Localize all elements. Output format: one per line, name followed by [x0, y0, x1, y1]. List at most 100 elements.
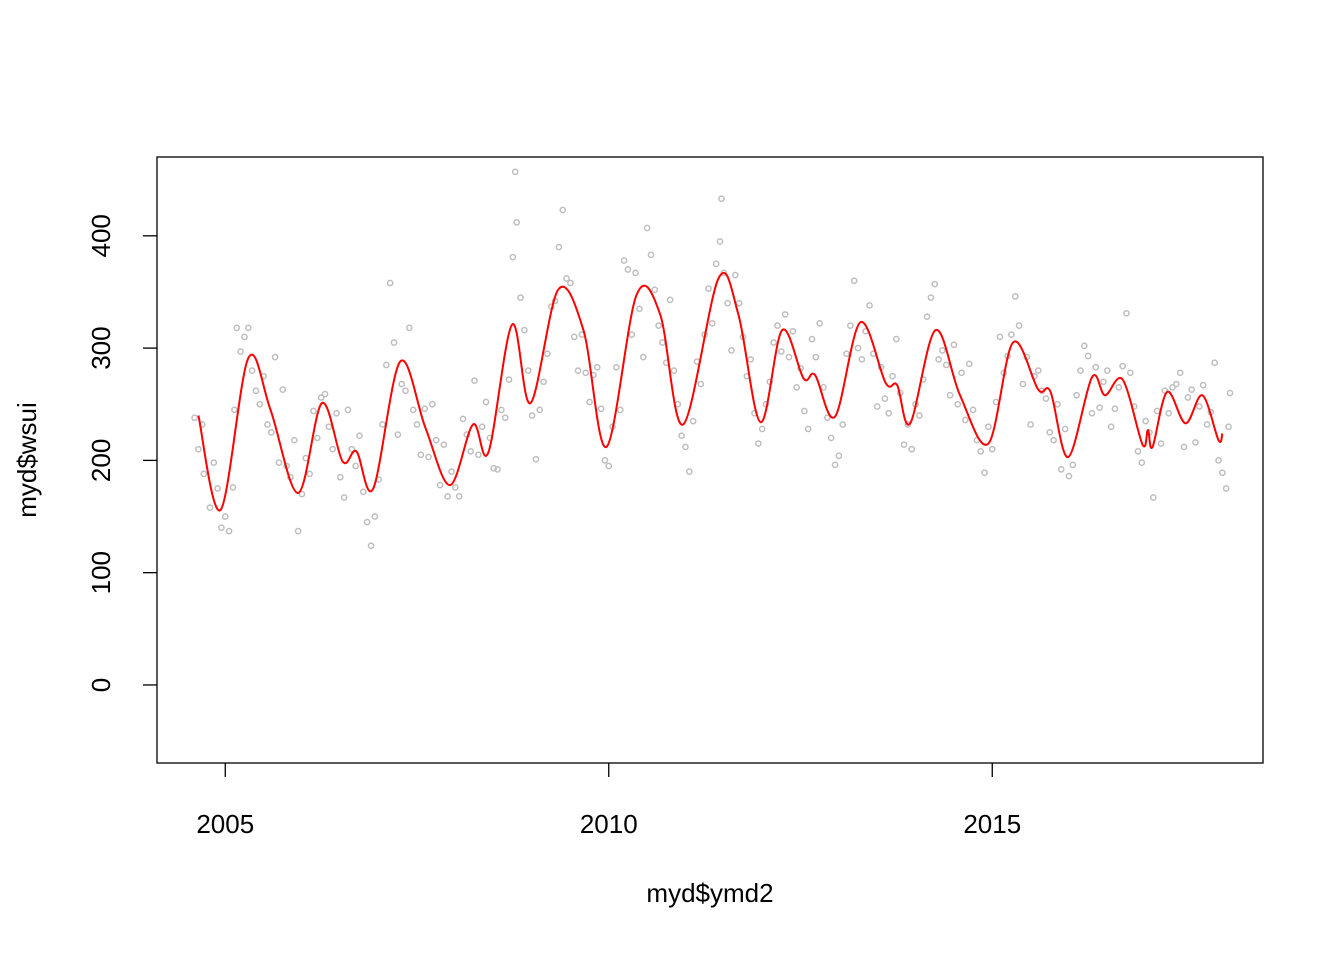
y-tick-label: 400: [86, 214, 116, 257]
point: [1222, 485, 1230, 492]
point: [559, 206, 567, 214]
point: [528, 412, 536, 419]
point: [1123, 309, 1130, 317]
point: [1027, 421, 1034, 428]
point: [455, 492, 463, 500]
point: [348, 445, 356, 453]
point: [1042, 395, 1050, 402]
x-tick-label: 2015: [963, 809, 1021, 839]
point: [965, 360, 973, 368]
point: [1046, 428, 1054, 436]
point: [371, 513, 379, 520]
point: [808, 335, 816, 343]
point: [459, 415, 467, 423]
point: [777, 348, 785, 355]
point: [900, 441, 908, 449]
point: [605, 462, 613, 470]
point: [256, 400, 264, 408]
point: [613, 363, 620, 371]
point: [1050, 436, 1057, 444]
point: [1180, 443, 1188, 451]
point: [816, 320, 824, 327]
point: [682, 443, 689, 451]
point: [735, 299, 743, 307]
point: [191, 414, 198, 422]
point: [800, 407, 808, 415]
point: [839, 421, 847, 428]
point: [935, 355, 942, 363]
point: [1034, 367, 1042, 374]
point: [279, 386, 287, 394]
point: [440, 441, 448, 449]
point: [843, 350, 850, 358]
point: [616, 406, 624, 414]
point: [950, 341, 958, 349]
point: [333, 409, 340, 417]
point: [954, 400, 962, 408]
point: [321, 390, 329, 398]
point: [624, 266, 632, 273]
point: [647, 251, 655, 259]
point: [329, 445, 336, 453]
point: [1126, 369, 1134, 377]
point: [317, 394, 325, 401]
point: [873, 403, 881, 410]
point: [651, 286, 659, 294]
point: [718, 195, 725, 203]
point: [962, 416, 969, 424]
point: [812, 353, 820, 361]
point: [1157, 440, 1165, 447]
point: [563, 275, 570, 282]
point: [632, 269, 639, 277]
point: [781, 311, 789, 318]
point: [241, 333, 248, 341]
point: [1069, 461, 1077, 469]
point: [405, 324, 413, 332]
point: [509, 253, 517, 261]
point: [666, 296, 674, 304]
point: [958, 369, 965, 377]
point: [678, 432, 685, 440]
point: [210, 459, 218, 466]
plot-area: [191, 168, 1234, 550]
point: [452, 483, 459, 491]
point: [1008, 331, 1015, 338]
point: [1138, 459, 1146, 466]
point: [685, 468, 693, 475]
point: [716, 238, 724, 245]
point: [708, 320, 716, 327]
point: [436, 481, 444, 489]
point: [850, 277, 858, 285]
point: [214, 485, 221, 492]
y-tick-label: 0: [86, 678, 116, 692]
point: [390, 339, 398, 346]
point: [1096, 404, 1103, 411]
point: [444, 492, 452, 500]
point: [908, 445, 916, 453]
point: [601, 457, 609, 464]
point: [655, 322, 662, 330]
point: [1092, 363, 1100, 371]
point: [758, 425, 766, 433]
point: [1084, 352, 1092, 360]
point: [336, 473, 344, 481]
point: [639, 353, 647, 361]
point: [969, 406, 977, 414]
point: [490, 464, 498, 472]
point: [340, 494, 348, 501]
point: [290, 436, 298, 444]
point: [831, 461, 839, 469]
point: [670, 367, 678, 374]
x-axis-label: myd$ymd2: [646, 878, 773, 908]
point: [593, 363, 601, 371]
point: [218, 524, 225, 532]
point: [985, 423, 992, 431]
point: [475, 451, 482, 459]
point: [467, 448, 475, 455]
point: [636, 305, 643, 313]
point: [195, 445, 202, 453]
point: [275, 459, 283, 466]
point: [1100, 378, 1107, 386]
